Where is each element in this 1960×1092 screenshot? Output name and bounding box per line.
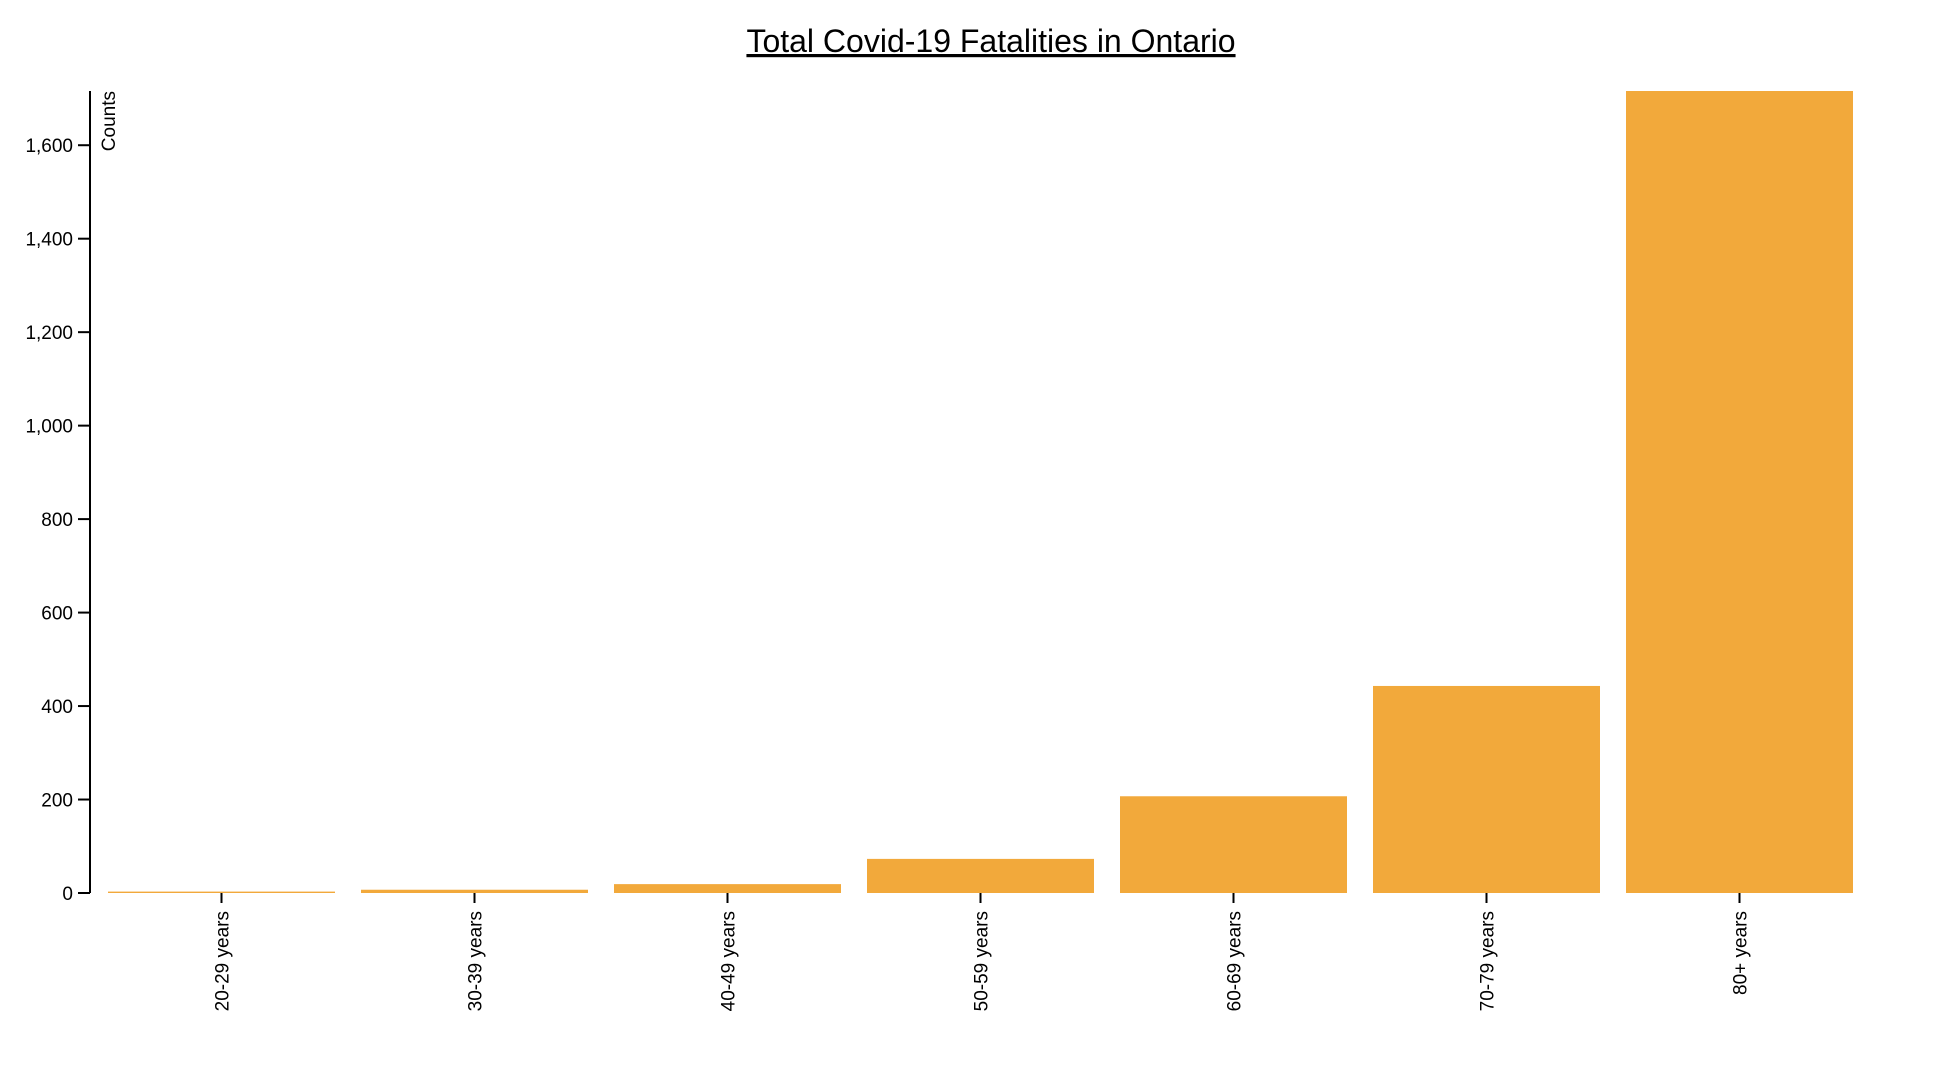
bar-80-years	[1626, 91, 1853, 893]
x-tick-label: 60-69 years	[1225, 911, 1246, 1011]
y-tick-label: 1,400	[25, 230, 73, 251]
bar-40-49-years	[614, 884, 841, 893]
x-tick-label: 50-59 years	[972, 911, 993, 1011]
bar-70-79-years	[1373, 685, 1600, 893]
y-tick-label: 600	[41, 604, 73, 625]
x-tick-label: 80+ years	[1731, 911, 1752, 995]
chart-title: Total Covid-19 Fatalities in Ontario	[746, 23, 1235, 59]
x-tick-label: 70-79 years	[1478, 911, 1499, 1011]
y-axis: 0 200 400 600 800 1,000 1,200 1,400 1,600	[25, 91, 91, 905]
bar-50-59-years	[867, 858, 1094, 893]
y-tick-label: 1,600	[25, 136, 73, 157]
y-tick-label: 800	[41, 510, 73, 531]
x-tick-label: 30-39 years	[466, 911, 487, 1011]
bars	[108, 91, 1853, 893]
bar-30-39-years	[361, 889, 588, 893]
x-tick-label: 20-29 years	[213, 911, 234, 1011]
bar-60-69-years	[1120, 796, 1347, 893]
y-tick-label: 400	[41, 697, 73, 718]
bar-20-29-years	[108, 891, 335, 893]
y-tick-label: 0	[62, 884, 73, 905]
y-tick-label: 200	[41, 791, 73, 812]
y-tick-label: 1,200	[25, 323, 73, 344]
y-axis-label: Counts	[99, 91, 120, 151]
x-tick-label: 40-49 years	[719, 911, 740, 1011]
y-tick-label: 1,000	[25, 417, 73, 438]
x-axis: 20-29 years 30-39 years 40-49 years 50-59 y…	[213, 893, 1752, 1011]
